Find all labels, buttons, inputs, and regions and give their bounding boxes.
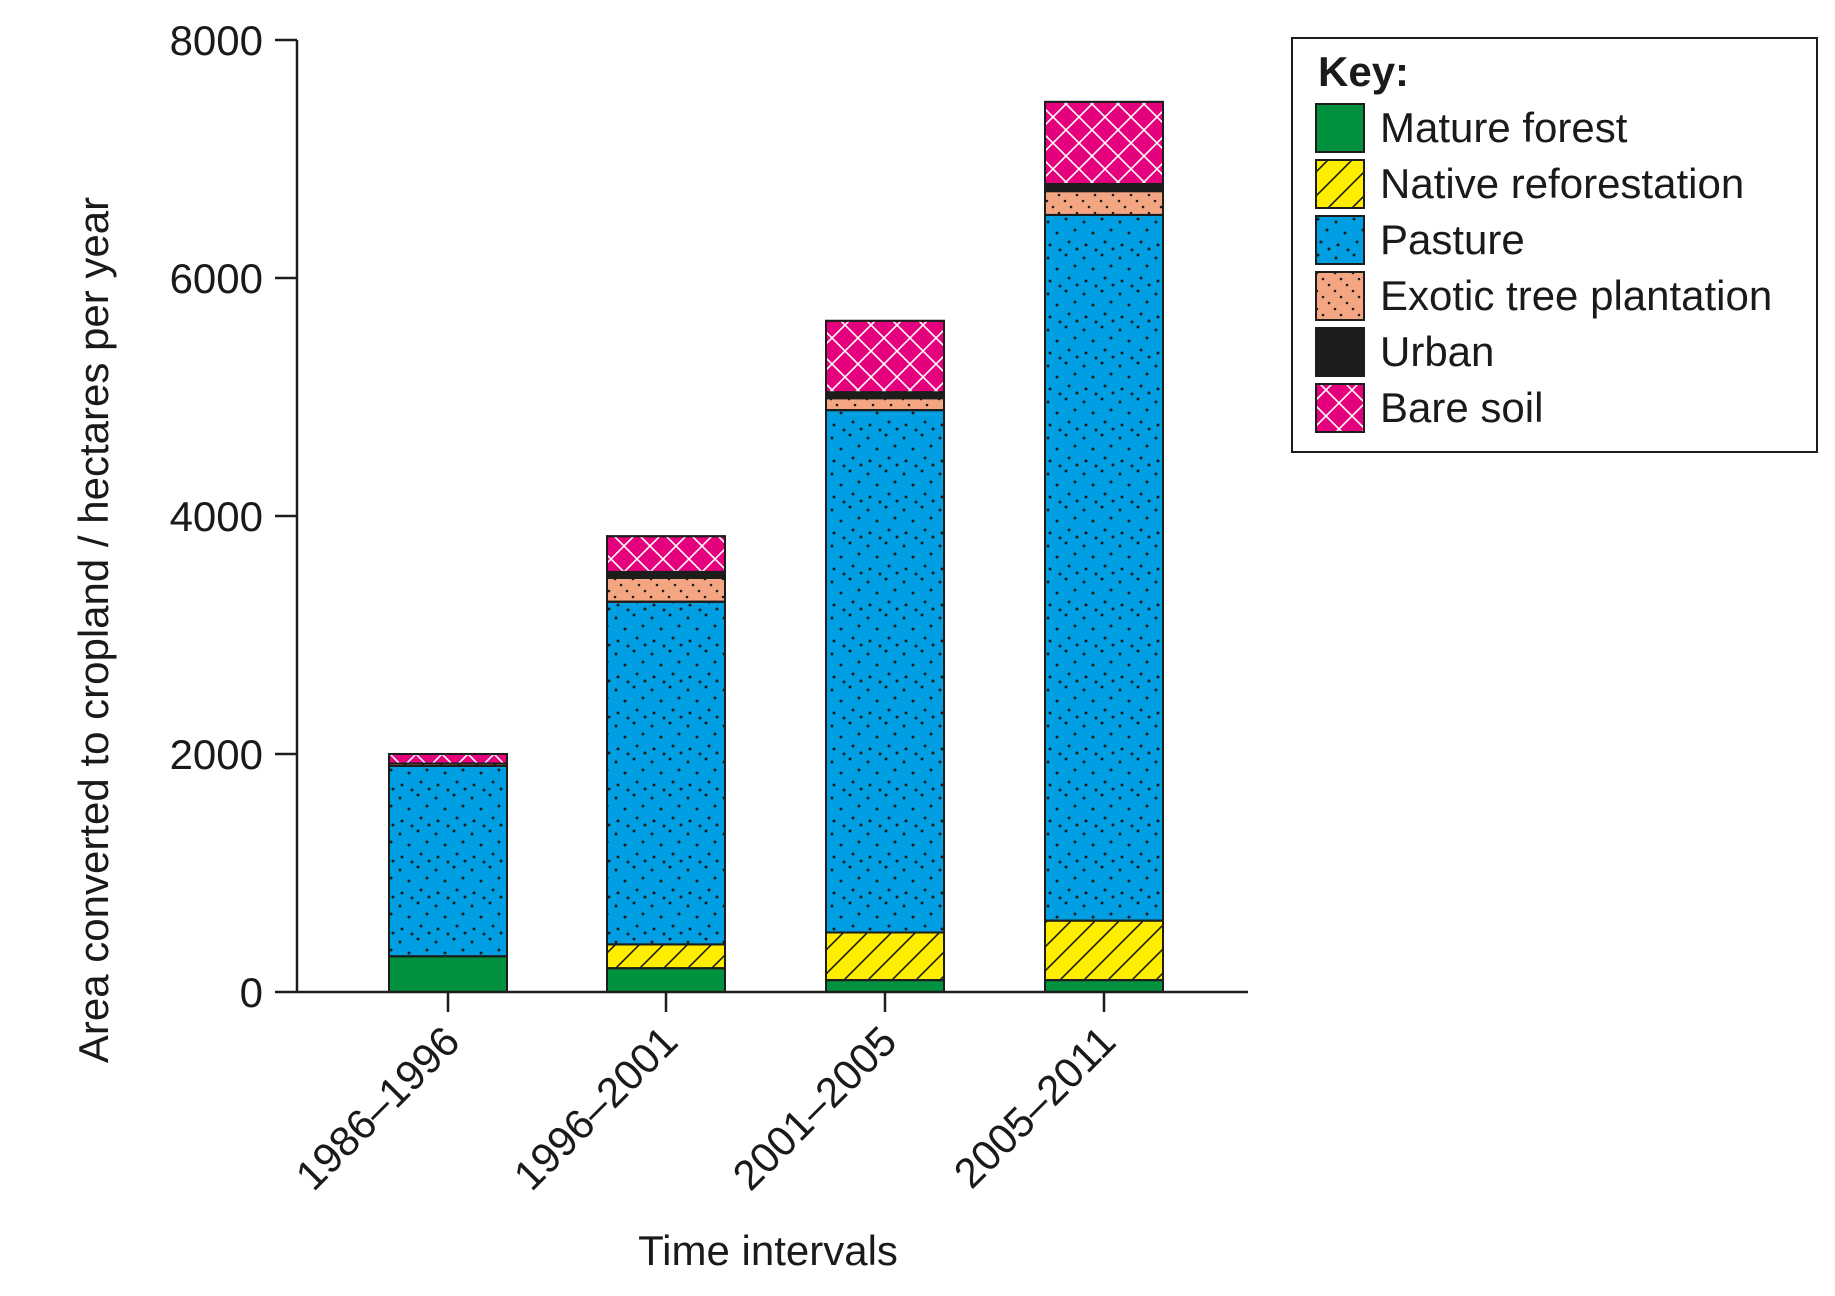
legend-box xyxy=(1291,37,1818,453)
bar-pattern-native-reforestation-2001-2005 xyxy=(825,931,945,982)
bar-segment-mature-forest-1996-2001 xyxy=(606,967,726,994)
bar-pattern-exotic-tree-plantation-2005-2011 xyxy=(1044,190,1164,216)
legend-swatch-urban xyxy=(1315,327,1365,377)
bar-segment-mature-forest-1986-1996 xyxy=(388,955,508,993)
bar-pattern-native-reforestation-2005-2011 xyxy=(1044,919,1164,982)
legend-swatch-pattern-exotic-tree-plantation xyxy=(1315,271,1365,321)
legend-swatch-mature-forest xyxy=(1315,103,1365,153)
bar-pattern-pasture-2001-2005 xyxy=(825,409,945,934)
bar-segment-urban-2005-2011 xyxy=(1044,182,1164,193)
bar-pattern-bare-soil-1986-1996 xyxy=(388,753,508,765)
bar-pattern-exotic-tree-plantation-2001-2005 xyxy=(825,397,945,412)
bar-pattern-bare-soil-2001-2005 xyxy=(825,319,945,394)
bar-pattern-native-reforestation-1996-2001 xyxy=(606,943,726,970)
legend-label-pasture: Pasture xyxy=(1380,216,1525,263)
x-axis-title: Time intervals xyxy=(638,1227,898,1274)
legend-swatch-pattern-pasture xyxy=(1315,215,1365,265)
bar-segment-mature-forest-2001-2005 xyxy=(825,979,945,993)
y-axis-title: Area converted to cropland / hectares pe… xyxy=(70,197,117,1063)
legend-swatch-pattern-native-reforestation xyxy=(1315,159,1365,209)
legend-label-urban: Urban xyxy=(1380,328,1494,375)
legend-label-bare-soil: Bare soil xyxy=(1380,384,1543,431)
legend: Key: Mature forest Native reforestation Pas… xyxy=(1291,37,1818,453)
bar-pattern-pasture-1996-2001 xyxy=(606,600,726,946)
plot-area xyxy=(388,100,1164,994)
bar-pattern-exotic-tree-plantation-1996-2001 xyxy=(606,576,726,603)
legend-title: Key: xyxy=(1318,48,1409,95)
legend-swatch-pattern-bare-soil xyxy=(1315,383,1365,433)
y-tick-label-4000: 4000 xyxy=(170,493,263,540)
bar-segment-mature-forest-2005-2011 xyxy=(1044,979,1164,993)
legend-label-mature-forest: Mature forest xyxy=(1380,104,1628,151)
y-tick-label-8000: 8000 xyxy=(170,17,263,64)
bar-pattern-bare-soil-1996-2001 xyxy=(606,535,726,573)
y-tick-label-2000: 2000 xyxy=(170,731,263,778)
bar-pattern-bare-soil-2005-2011 xyxy=(1044,100,1164,185)
legend-label-exotic-tree-plantation: Exotic tree plantation xyxy=(1380,272,1772,319)
bar-pattern-pasture-2005-2011 xyxy=(1044,213,1164,922)
bar-pattern-pasture-1986-1996 xyxy=(388,764,508,958)
y-tick-label-6000: 6000 xyxy=(170,255,263,302)
y-tick-label-0: 0 xyxy=(240,969,263,1016)
x-tick-label-2001-2005: 2001–2005 xyxy=(723,1017,905,1199)
legend-label-native-reforestation: Native reforestation xyxy=(1380,160,1744,207)
x-tick-label-1996-2001: 1996–2001 xyxy=(504,1017,686,1199)
x-tick-label-1986-1996: 1986–1996 xyxy=(286,1017,468,1199)
x-tick-label-2005-2011: 2005–2011 xyxy=(945,1017,1125,1197)
